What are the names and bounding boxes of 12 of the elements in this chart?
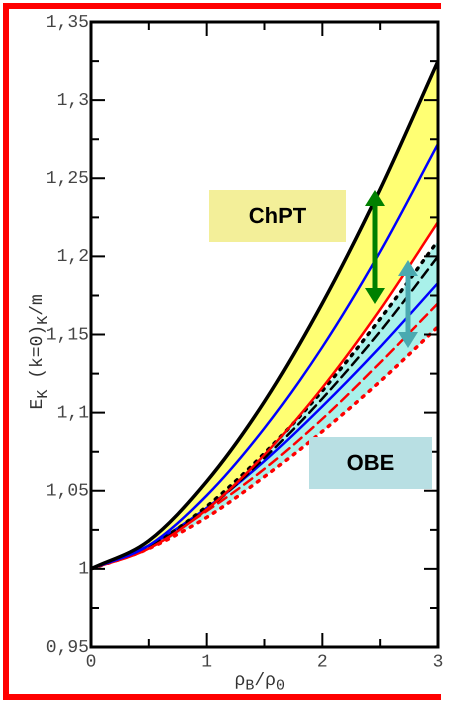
x-tick-label: 1 [201,652,212,673]
y-tick-label: 1 [78,560,89,580]
y-tick-label: 1,35 [46,12,89,33]
y-tick-label: 1,3 [56,90,89,111]
y-tick-label: 1,05 [46,482,89,502]
y-tick-label: 1,2 [56,247,89,268]
x-tick-label: 3 [432,652,444,673]
y-tick-label: 1,1 [56,403,89,424]
x-tick-label: 0 [86,652,96,673]
x-axis-title: ρ$_{B}$/ρ$_{0}$ [234,671,285,695]
y-tick-label: 1,25 [46,169,89,190]
x-tick-label: 2 [316,652,328,673]
